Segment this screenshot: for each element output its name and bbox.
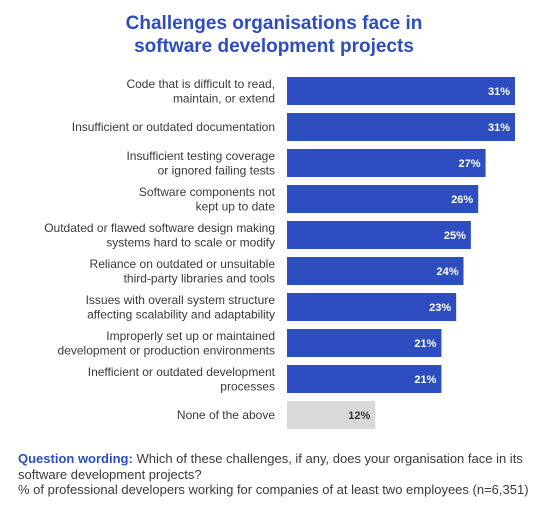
data-label: 31% — [488, 86, 510, 98]
chart-title-line-2: software development projects — [134, 36, 414, 57]
category-label: Insufficient or outdated documentation — [72, 120, 275, 134]
category-label: Reliance on outdated or unsuitable — [90, 257, 276, 271]
category-label: Software components not — [139, 185, 276, 199]
category-label: processes — [220, 379, 275, 393]
bar — [287, 365, 442, 393]
category-label: Outdated or flawed software design makin… — [44, 221, 275, 235]
data-label: 24% — [436, 266, 458, 278]
bar — [287, 329, 442, 357]
bar — [287, 221, 471, 249]
data-label: 12% — [348, 410, 370, 422]
bar — [287, 401, 376, 429]
category-label: affecting scalability and adaptability — [87, 307, 275, 321]
data-label: 27% — [459, 158, 481, 170]
category-label: systems hard to scale or modify — [106, 235, 275, 249]
chart-title-line-1: Challenges organisations face in — [125, 13, 423, 34]
data-label: 25% — [444, 230, 466, 242]
category-label: kept up to date — [196, 199, 276, 213]
bar — [287, 257, 464, 285]
category-label: or ignored failing tests — [158, 163, 275, 177]
bar — [287, 293, 457, 321]
chart-footer: Question wording: Which of these challen… — [18, 451, 533, 498]
question-wording-text: Which of these challenges, if any, does … — [18, 451, 523, 482]
bar — [287, 77, 515, 105]
bar — [287, 185, 479, 213]
bar — [287, 113, 515, 141]
bar-chart: 31% Code that is difficult to read,mainta… — [44, 77, 515, 429]
data-label: 23% — [429, 302, 451, 314]
question-wording-label: Question wording: — [18, 451, 133, 466]
data-label: 21% — [414, 374, 436, 386]
sample-base-note: % of professional developers working for… — [18, 482, 529, 497]
category-label: None of the above — [177, 408, 275, 422]
bar — [287, 149, 486, 177]
data-label: 26% — [451, 194, 473, 206]
question-wording: Question wording: Which of these challen… — [18, 451, 533, 482]
category-label: Inefficient or outdated development — [88, 365, 276, 379]
category-label: development or production environments — [58, 343, 275, 357]
category-label: Insufficient testing coverage — [126, 149, 275, 163]
category-label: Improperly set up or maintained — [106, 329, 275, 343]
data-label: 31% — [488, 122, 510, 134]
chart-title: Challenges organisations face in softwar… — [0, 12, 548, 58]
category-label: maintain, or extend — [173, 91, 275, 105]
category-label: third-party libraries and tools — [124, 271, 275, 285]
data-label: 21% — [414, 338, 436, 350]
category-label: Issues with overall system structure — [86, 293, 276, 307]
category-label: Code that is difficult to read, — [126, 77, 275, 91]
